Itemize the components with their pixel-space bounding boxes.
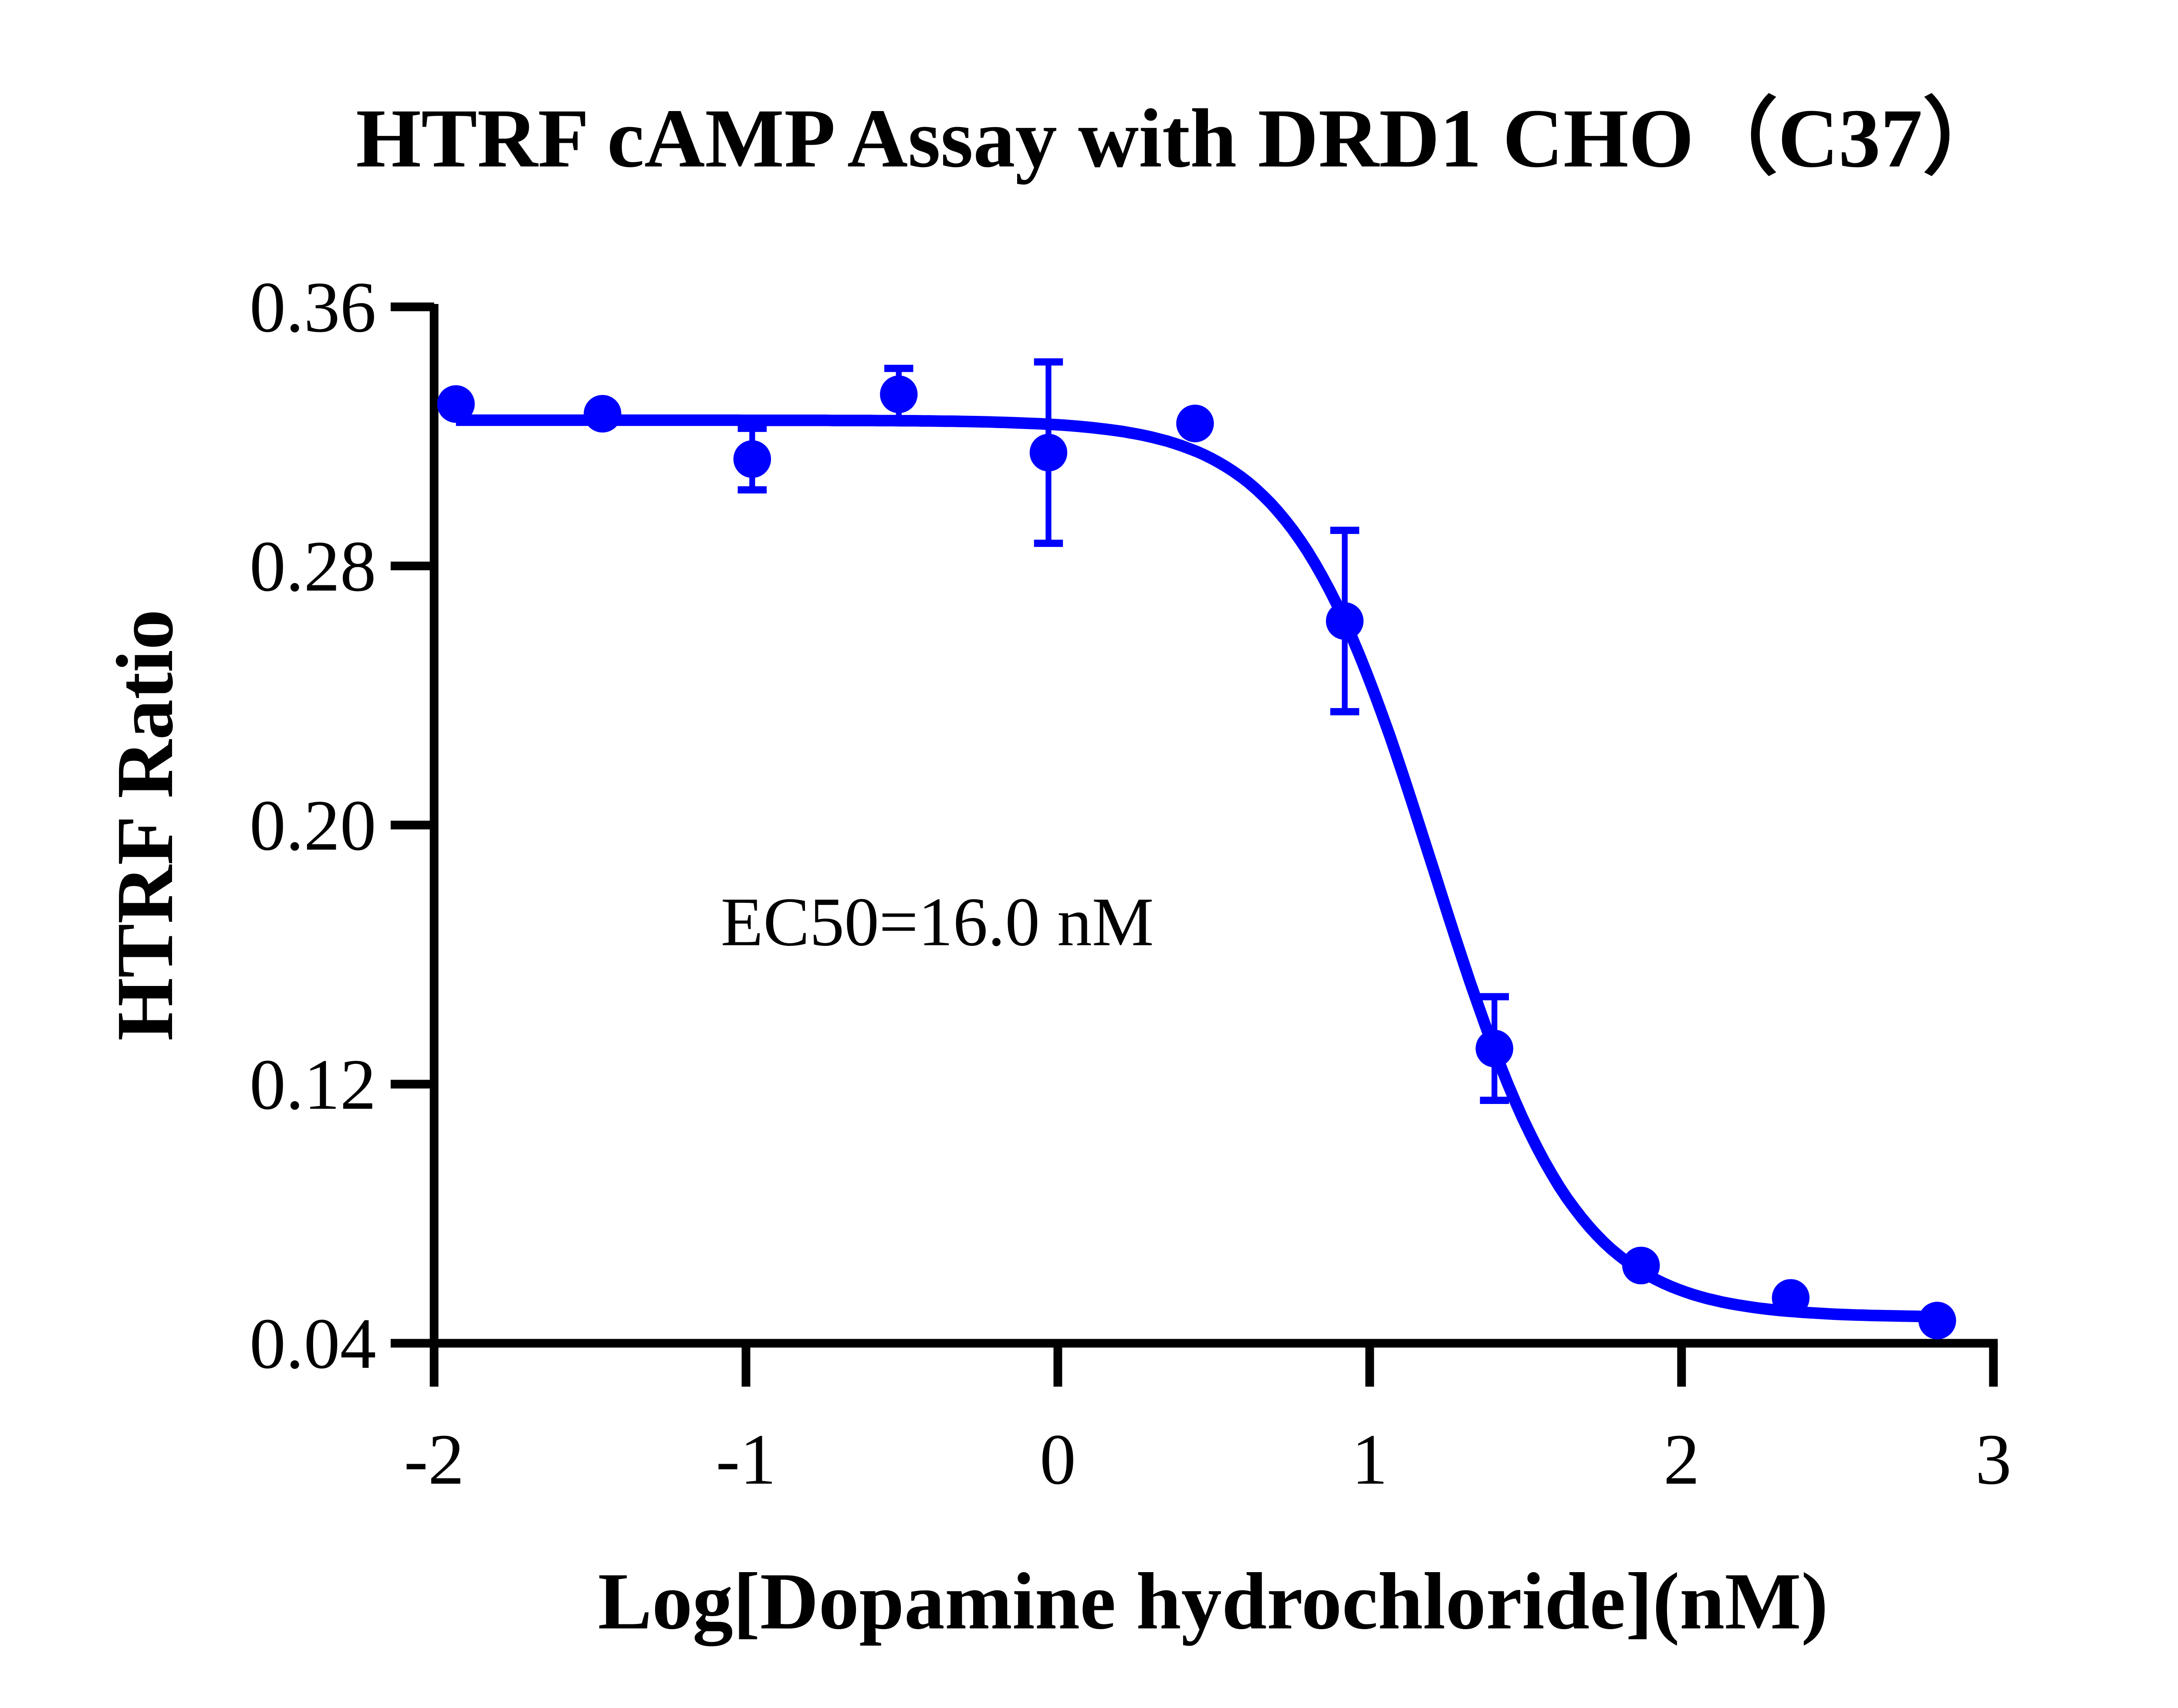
y-tick-label: 0.36 (250, 267, 376, 347)
x-tick-label: 1 (1352, 1419, 1388, 1499)
chart-title: HTRF cAMP Assay with DRD1 CHO（C37） (356, 91, 2006, 185)
data-point (1475, 1030, 1513, 1067)
ec50-annotation: EC50=16.0 nM (721, 883, 1154, 960)
x-tick-label: 2 (1664, 1419, 1700, 1499)
data-point (1772, 1279, 1810, 1317)
data-point (583, 395, 622, 433)
data-point (733, 440, 771, 478)
data-point (437, 385, 475, 423)
data-point (1326, 602, 1364, 640)
x-tick-label: 0 (1040, 1419, 1076, 1499)
x-tick-label: -1 (716, 1419, 776, 1499)
y-tick-label: 0.12 (250, 1044, 376, 1124)
y-tick-label: 0.28 (250, 526, 376, 606)
data-point (1176, 405, 1214, 442)
fit-curve (456, 414, 1938, 1323)
y-tick-label: 0.20 (250, 785, 376, 865)
data-point (1918, 1302, 1956, 1340)
y-axis-label: HTRF Ratio (100, 609, 190, 1041)
x-tick-label: -2 (404, 1419, 464, 1499)
data-marks (437, 358, 1956, 1340)
data-point (1029, 434, 1068, 472)
data-point (1622, 1246, 1660, 1285)
x-tick-label: 3 (1975, 1419, 2012, 1499)
data-point (880, 375, 918, 413)
y-tick-label: 0.04 (250, 1303, 376, 1384)
axes: 0.04 0.12 0.20 0.28 0.36 -2 -1 0 1 2 3 (250, 267, 2012, 1499)
x-axis-label: Log[Dopamine hydrochloride](nM) (598, 1556, 1828, 1646)
